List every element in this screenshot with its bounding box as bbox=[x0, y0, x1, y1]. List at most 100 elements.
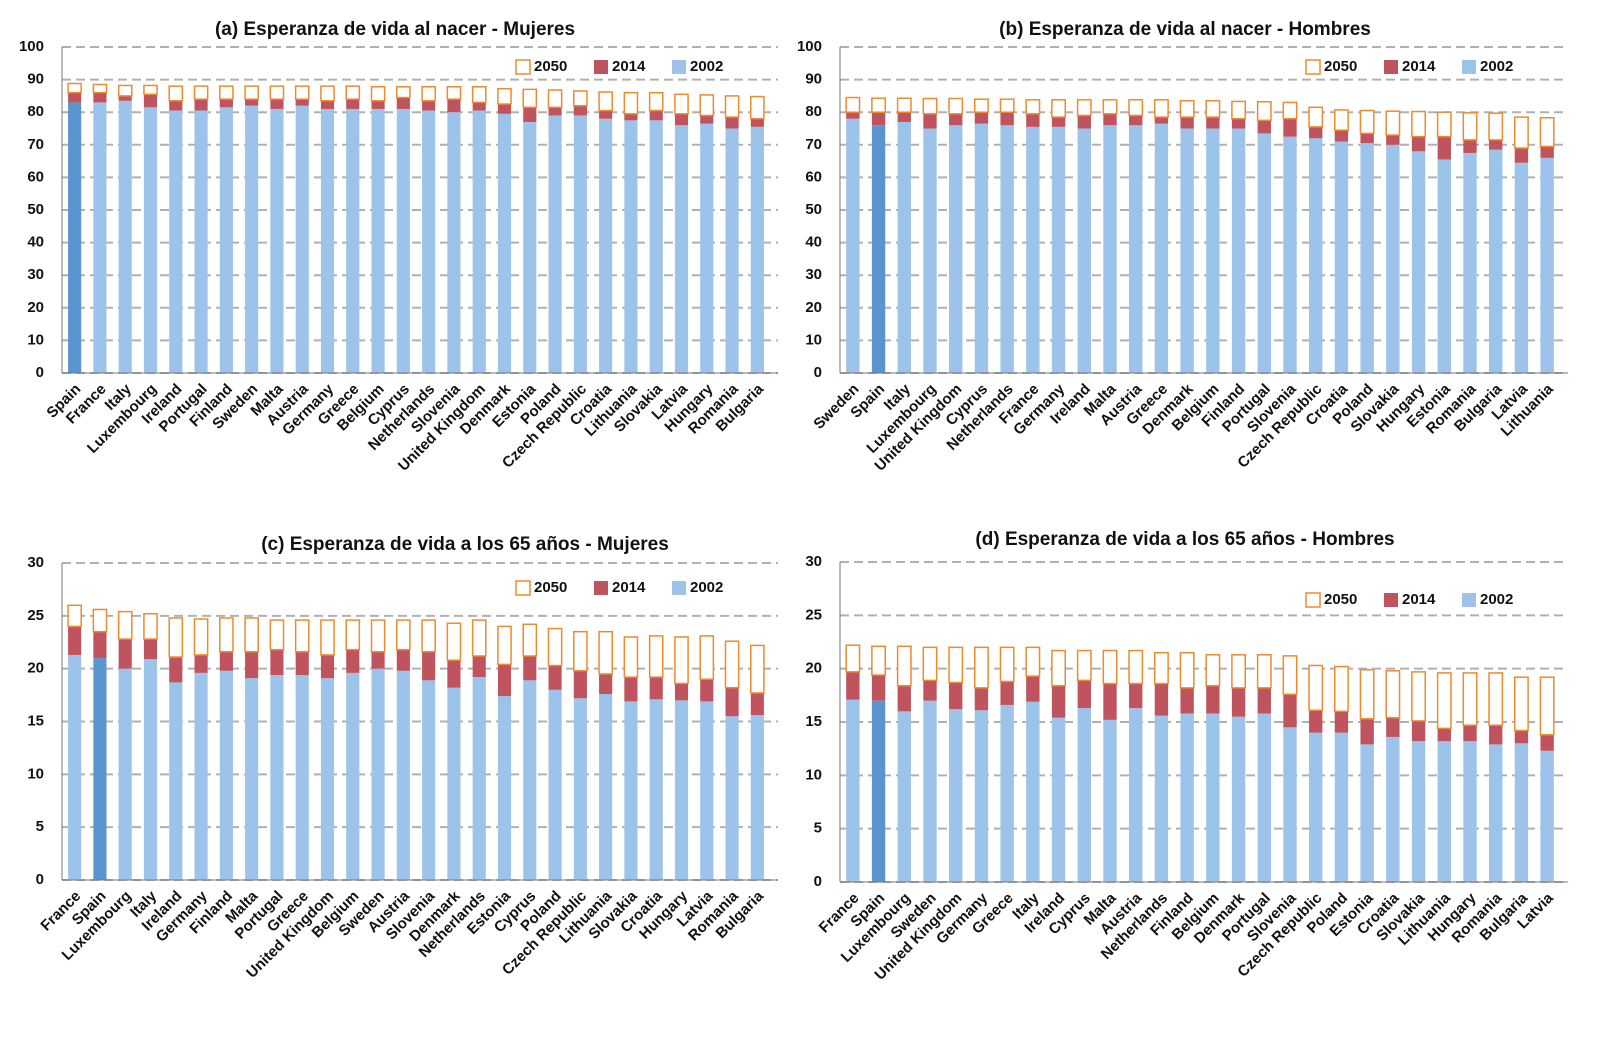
bar-segment bbox=[117, 84, 133, 97]
y-tick-label: 20 bbox=[805, 660, 822, 677]
bar-segment bbox=[1309, 126, 1323, 139]
bar-segment bbox=[169, 657, 183, 683]
bar-segment bbox=[974, 112, 989, 124]
bar-segment bbox=[1283, 136, 1297, 373]
bar-segment bbox=[1489, 744, 1503, 882]
bar-segment bbox=[1128, 99, 1144, 117]
bar-segment bbox=[548, 115, 562, 374]
bar-segment bbox=[194, 654, 208, 673]
bar-segment bbox=[1359, 109, 1375, 135]
bar-segment bbox=[598, 91, 613, 112]
chart-title: (d) Esperanza de vida a los 65 años - Ho… bbox=[975, 529, 1394, 550]
bar-segment bbox=[599, 110, 613, 119]
bar-segment bbox=[547, 89, 563, 109]
bar-segment bbox=[1283, 694, 1297, 728]
bar-segment bbox=[67, 82, 82, 94]
bar-segment bbox=[1026, 113, 1040, 127]
bar-segment bbox=[1540, 146, 1554, 158]
bar-segment bbox=[724, 640, 740, 689]
bar-segment bbox=[649, 110, 663, 121]
bar-segment bbox=[923, 680, 937, 701]
bar-segment bbox=[1437, 159, 1451, 373]
bar-segment bbox=[1257, 133, 1271, 373]
bar-segment bbox=[219, 107, 233, 373]
bar-segment bbox=[846, 699, 860, 882]
bar-segment bbox=[725, 687, 739, 717]
bar-segment bbox=[497, 104, 512, 114]
bar-segment bbox=[1129, 683, 1143, 709]
bar-segment bbox=[1026, 701, 1040, 882]
bar-segment bbox=[193, 85, 209, 100]
bar-segment bbox=[1514, 162, 1529, 373]
bar-segment bbox=[1153, 99, 1169, 118]
y-tick-label: 70 bbox=[805, 136, 822, 153]
bar-segment bbox=[472, 677, 486, 880]
bar-segment bbox=[871, 112, 886, 126]
bar-segment bbox=[699, 94, 715, 117]
bar-segment bbox=[143, 84, 158, 96]
bar-segment bbox=[700, 679, 714, 702]
bar-segment bbox=[974, 710, 989, 882]
bar-segment bbox=[999, 98, 1015, 113]
bar-segment bbox=[1411, 720, 1426, 742]
bar-segment bbox=[446, 622, 462, 661]
bar-segment bbox=[422, 680, 436, 880]
bar-segment bbox=[896, 645, 912, 687]
bar-segment bbox=[219, 99, 233, 108]
bar-segment bbox=[1359, 668, 1375, 720]
bar-segment bbox=[370, 619, 386, 653]
bar-segment bbox=[1437, 741, 1451, 882]
bar-segment bbox=[1334, 130, 1349, 142]
bar-segment bbox=[522, 88, 538, 109]
bar-segment bbox=[573, 105, 587, 116]
bar-segment bbox=[624, 113, 638, 121]
y-tick-label: 80 bbox=[27, 103, 44, 120]
bar-segment bbox=[949, 682, 963, 710]
bar-segment bbox=[1180, 117, 1194, 129]
y-tick-label: 15 bbox=[27, 712, 44, 729]
bar-segment bbox=[118, 100, 132, 373]
y-tick-label: 15 bbox=[805, 713, 822, 730]
bar-segment bbox=[117, 610, 133, 640]
bar-segment bbox=[1411, 110, 1427, 138]
bar-segment bbox=[1000, 112, 1014, 126]
bar-segment bbox=[471, 619, 487, 657]
bar-segment bbox=[1129, 125, 1143, 374]
bar-segment bbox=[295, 675, 309, 880]
bar-segment bbox=[1076, 99, 1092, 117]
bar-segment bbox=[169, 110, 183, 373]
bar-segment bbox=[1540, 157, 1554, 373]
bar-segment bbox=[1539, 676, 1555, 736]
bar-segment bbox=[1154, 683, 1169, 716]
bar-segment bbox=[1436, 672, 1452, 730]
bar-segment bbox=[1360, 143, 1374, 373]
y-tick-label: 5 bbox=[814, 820, 822, 837]
bar-segment bbox=[320, 100, 335, 109]
legend-swatch bbox=[1384, 593, 1398, 607]
bar-segment bbox=[68, 92, 82, 103]
chart-title: (b) Esperanza de vida al nacer - Hombres bbox=[999, 19, 1371, 40]
bar-segment bbox=[1051, 649, 1067, 687]
y-tick-label: 30 bbox=[805, 553, 822, 570]
bar-segment bbox=[396, 97, 410, 109]
bar-segment bbox=[194, 110, 208, 373]
bar-segment bbox=[93, 92, 107, 103]
bar-segment bbox=[973, 98, 989, 113]
bar-segment bbox=[1231, 687, 1246, 717]
bar-segment bbox=[1179, 100, 1195, 118]
bar-segment bbox=[1282, 655, 1298, 696]
chart-panel: (d) Esperanza de vida a los 65 años - Ho… bbox=[805, 529, 1568, 984]
bar-segment bbox=[1103, 683, 1117, 720]
bar-segment bbox=[547, 627, 563, 667]
bar-segment bbox=[169, 100, 183, 111]
bar-segment bbox=[269, 85, 285, 100]
bar-segment bbox=[1462, 112, 1478, 141]
legend-swatch bbox=[594, 60, 608, 74]
bar-segment bbox=[523, 655, 537, 681]
legend-label: 2014 bbox=[612, 58, 646, 75]
bar-segment bbox=[168, 85, 184, 102]
bar-segment bbox=[522, 623, 538, 657]
legend-swatch bbox=[672, 581, 686, 595]
bar-segment bbox=[846, 118, 860, 373]
bar-segment bbox=[1463, 741, 1477, 882]
